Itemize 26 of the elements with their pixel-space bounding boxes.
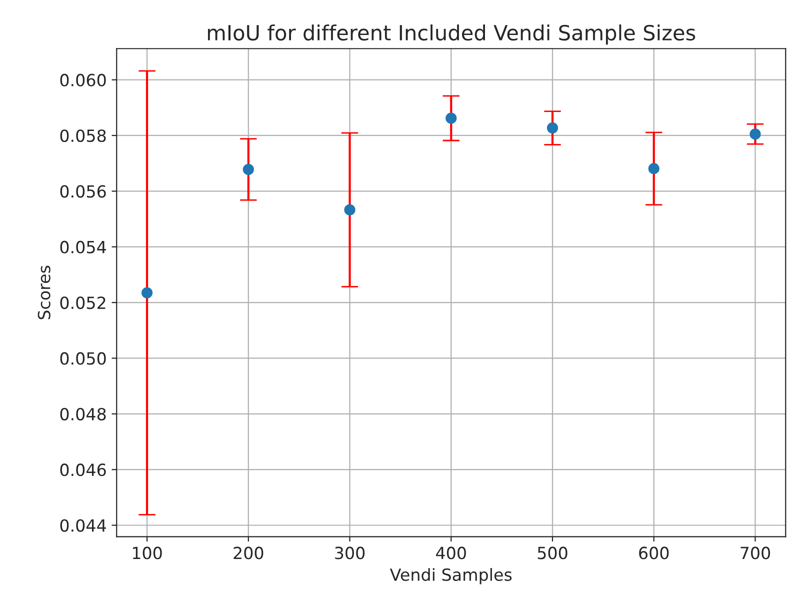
point [750,128,761,140]
y-tick-label: 0.046 [60,464,106,476]
point [648,163,660,174]
point [546,122,558,134]
y-tick-label: 0.054 [60,240,106,254]
x-tick-label: 200 [234,546,264,560]
x-tick-label: 500 [538,546,568,560]
x-tick-label: 400 [436,546,466,560]
x-tick-label: 600 [639,546,669,560]
y-tick-label: 0.044 [60,519,106,532]
point [446,112,457,124]
chart-title: mIoU for different Included Vendi Sample Sizes [208,24,696,45]
point [344,204,356,216]
y-tick-label: 0.050 [60,352,106,365]
y-tick-label: 0.052 [60,296,106,310]
point [242,164,254,176]
point [141,287,153,298]
y-tick-label: 0.058 [60,129,106,142]
x-axis-title: Vendi Samples [390,568,512,584]
y-tick-label: 0.056 [60,185,106,198]
y-axis-title: Scores [38,266,50,320]
y-tick-label: 0.060 [60,74,106,86]
y-tick-label: 0.048 [60,408,106,420]
x-tick-label: 700 [740,546,770,560]
x-tick-label: 300 [335,546,365,560]
x-tick-label: 100 [132,546,162,560]
